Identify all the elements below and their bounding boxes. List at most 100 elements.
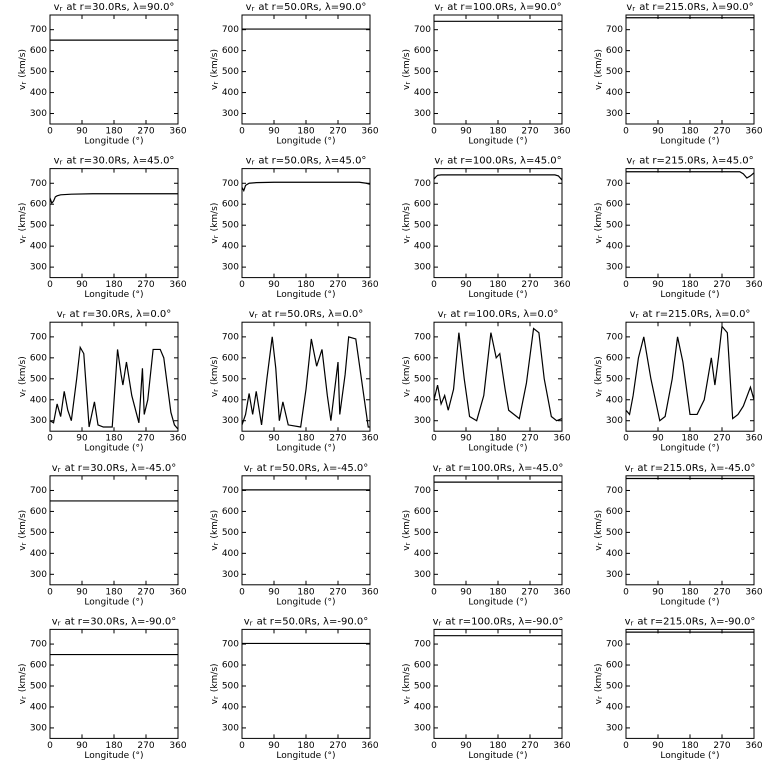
label-text: (km/s) [402,203,412,232]
y-tick-label: 700 [606,179,623,189]
panel: vr at r=50.0Rs, λ=45.0°0 90 180 270 360300400… [210,156,379,301]
x-tick-label: 180 [681,280,698,290]
x-tick-label: 270 [137,741,154,751]
panel: vr at r=215.0Rs, λ=45.0°0 90 180 270 36030040… [594,156,763,301]
symbol: v [594,698,604,704]
x-tick-label: 270 [137,587,154,597]
plot-frame [49,475,179,586]
x-tick-label: 90 [76,434,88,444]
x-tick-label: 360 [361,127,378,137]
x-tick-label: 180 [297,280,314,290]
x-tick-label: 90 [76,741,88,751]
y-tick-label: 700 [414,332,431,342]
label-text: (km/s) [210,663,220,692]
label-text: (km/s) [402,510,412,539]
y-tick-label: 600 [414,353,431,363]
y-tick-label: 500 [606,221,623,231]
subscript: r [20,696,28,699]
subscript: r [404,235,412,238]
label-text: at r=100.0Rs, λ=0.0° [450,309,558,320]
symbol: v [630,309,636,320]
y-tick-label: 700 [414,640,431,650]
y-axis-label: vr (km/s) [210,510,221,551]
label-text: at r=50.0Rs, λ=-45.0° [257,463,369,474]
y-tick-label: 300 [222,109,239,119]
x-axis-label: Longitude (°) [660,290,719,300]
symbol: v [434,2,440,13]
data-line [625,324,755,422]
label-text: at r=30.0Rs, λ=-90.0° [65,616,177,627]
x-tick-label: 270 [329,280,346,290]
data-line [433,327,563,422]
subscript: r [20,82,28,85]
y-tick-label: 400 [414,395,431,405]
y-tick-label: 600 [414,200,431,210]
panel: vr at r=30.0Rs, λ=-90.0°0 90 180 270 36030040… [18,616,187,761]
x-axis-label: Longitude (°) [276,290,335,300]
y-tick-label: 600 [222,661,239,671]
y-tick-label: 400 [222,88,239,98]
subscript: r [250,466,253,474]
x-tick-label: 0 [431,587,437,597]
y-tick-label: 700 [222,332,239,342]
panel: vr at r=50.0Rs, λ=0.0°0 90 180 270 3603004005… [210,309,379,454]
x-tick-label: 0 [239,127,245,137]
y-tick-label: 300 [414,109,431,119]
label-text: (km/s) [402,663,412,692]
y-tick-label: 300 [30,416,47,426]
label-text: (km/s) [210,356,220,385]
x-tick-label: 0 [47,127,53,137]
x-tick-label: 180 [297,434,314,444]
y-tick-label: 700 [414,486,431,496]
y-tick-label: 500 [30,374,47,384]
symbol: v [594,84,604,90]
subscript: r [596,82,604,85]
x-tick-label: 180 [105,127,122,137]
y-axis-label: vr (km/s) [402,510,413,551]
y-tick-label: 400 [30,88,47,98]
y-axis-label: vr (km/s) [18,356,29,397]
label-text: (km/s) [594,510,604,539]
x-tick-label: 270 [137,127,154,137]
symbol: v [18,238,28,244]
x-axis-label: Longitude (°) [468,290,527,300]
subscript: r [58,619,61,627]
subscript: r [630,619,633,627]
subscript: r [438,466,441,474]
y-axis-label: vr (km/s) [594,356,605,397]
symbol: v [18,698,28,704]
plot-frame [433,628,563,739]
label-text: (km/s) [594,49,604,78]
symbol: v [52,616,58,627]
subscript: r [440,159,443,167]
symbol: v [626,2,632,13]
x-tick-label: 180 [105,741,122,751]
symbol: v [57,309,63,320]
y-axis-label: vr (km/s) [594,510,605,551]
x-axis-label: Longitude (°) [660,751,719,761]
x-tick-label: 180 [297,587,314,597]
y-tick-label: 400 [606,549,623,559]
label-text: at r=100.0Rs, λ=45.0° [447,156,561,167]
y-tick-label: 300 [222,263,239,273]
data-line [49,345,179,430]
x-tick-label: 180 [297,127,314,137]
y-tick-label: 600 [414,661,431,671]
x-tick-label: 0 [47,280,53,290]
label-text: (km/s) [18,356,28,385]
subscript: r [596,542,604,545]
x-tick-label: 180 [489,587,506,597]
subscript: r [635,312,638,320]
y-axis-label: vr (km/s) [594,203,605,244]
label-text: at r=215.0Rs, λ=45.0° [639,156,753,167]
plot-frame [241,628,371,739]
x-tick-label: 270 [713,587,730,597]
x-axis-label: Longitude (°) [84,290,143,300]
x-tick-label: 360 [553,587,570,597]
y-axis-label: vr (km/s) [18,203,29,244]
panel: vr at r=215.0Rs, λ=90.0°0 90 180 270 36030040… [594,2,763,147]
subscript: r [440,5,443,13]
x-tick-label: 90 [268,741,280,751]
y-tick-label: 400 [222,395,239,405]
y-tick-label: 300 [30,109,47,119]
